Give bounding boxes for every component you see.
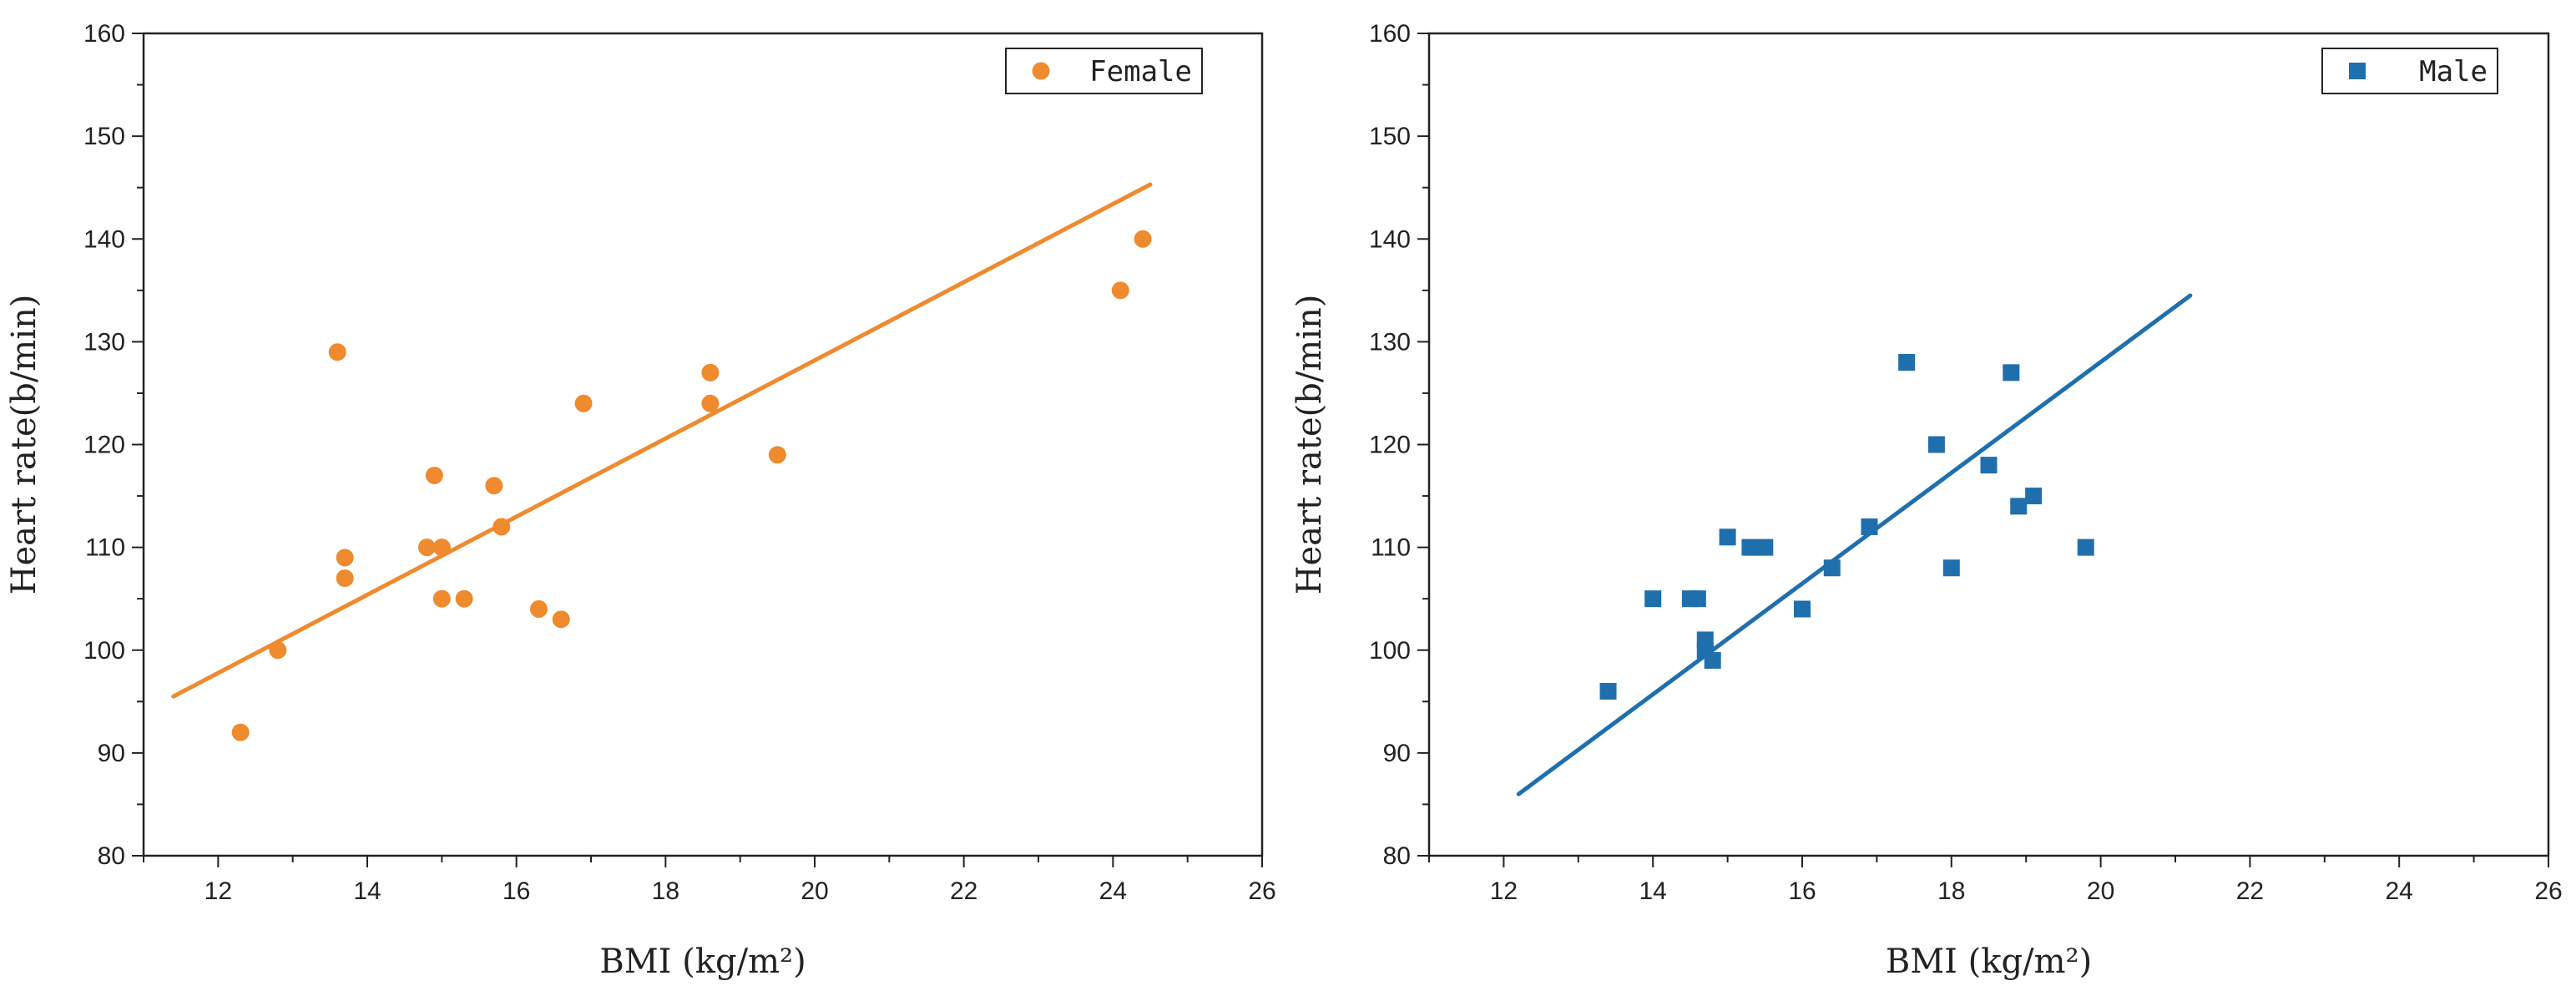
y-tick-label: 80 bbox=[1383, 842, 1411, 870]
data-point bbox=[425, 466, 443, 484]
data-point bbox=[701, 363, 720, 382]
data-point bbox=[492, 518, 511, 536]
data-point bbox=[1704, 652, 1721, 670]
y-tick-label: 160 bbox=[1369, 20, 1411, 48]
data-point bbox=[231, 723, 250, 741]
x-tick-label: 22 bbox=[950, 877, 977, 905]
data-point bbox=[529, 600, 548, 618]
chart-male: 12 14 16 18 20 22 24 26 80 90 100 110 120 130 140 150 16… bbox=[1291, 20, 2563, 981]
data-point bbox=[336, 549, 354, 567]
y-tick-label: 90 bbox=[1383, 740, 1411, 767]
data-point bbox=[1111, 281, 1129, 300]
data-point bbox=[552, 610, 570, 629]
x-tick-label: 14 bbox=[1639, 877, 1667, 905]
x-tick-label: 24 bbox=[2386, 877, 2413, 905]
x-axis-title: BMI (kg/m²) bbox=[1886, 943, 2092, 981]
y-tick-label: 100 bbox=[1369, 637, 1411, 665]
x-tick-label: 22 bbox=[2236, 877, 2264, 905]
y-tick-label: 140 bbox=[1369, 225, 1411, 253]
data-point bbox=[1134, 230, 1152, 248]
data-point bbox=[2025, 488, 2043, 505]
data-point bbox=[1689, 590, 1706, 608]
data-point bbox=[1719, 528, 1736, 546]
y-axis-title: Heart rate(b/min) bbox=[1291, 295, 1329, 595]
legend: Male bbox=[2321, 48, 2498, 94]
y-tick-label: 140 bbox=[83, 225, 125, 253]
regression-line bbox=[1516, 293, 2193, 796]
y-axis-title: Heart rate(b/min) bbox=[5, 295, 43, 595]
data-point bbox=[1942, 559, 1960, 577]
data-point bbox=[432, 589, 451, 608]
x-tick-label: 26 bbox=[2534, 877, 2562, 905]
data-point bbox=[485, 477, 503, 495]
x-tick-label: 12 bbox=[205, 877, 232, 905]
legend: Female bbox=[1005, 48, 1203, 94]
data-point bbox=[1756, 538, 1774, 556]
data-point bbox=[574, 394, 593, 412]
y-tick-label: 90 bbox=[98, 740, 125, 767]
data-point bbox=[1599, 683, 1617, 700]
x-tick-label: 18 bbox=[1937, 877, 1965, 905]
data-point bbox=[768, 446, 786, 464]
data-point bbox=[1794, 600, 1811, 618]
data-point bbox=[1644, 590, 1662, 608]
y-tick-label: 110 bbox=[85, 534, 125, 562]
y-tick-label: 150 bbox=[83, 123, 125, 150]
x-tick-label: 16 bbox=[503, 877, 530, 905]
x-tick-label: 24 bbox=[1099, 877, 1127, 905]
data-point bbox=[336, 569, 354, 588]
y-tick-label: 130 bbox=[1369, 328, 1411, 356]
chart-female: 12 14 16 18 20 22 24 26 80 90 100 110 120 130 140 150 16… bbox=[5, 20, 1276, 981]
data-point bbox=[455, 589, 473, 608]
data-point bbox=[701, 394, 720, 412]
data-point bbox=[2077, 538, 2094, 556]
y-tick-label: 110 bbox=[1371, 534, 1411, 562]
legend-label: Female bbox=[1089, 55, 1192, 88]
data-point bbox=[417, 538, 436, 557]
data-point bbox=[1823, 559, 1841, 577]
x-tick-label: 20 bbox=[2087, 877, 2114, 905]
y-tick-label: 160 bbox=[83, 20, 125, 48]
regression-line bbox=[171, 182, 1153, 699]
data-point bbox=[1980, 457, 1998, 474]
data-point bbox=[2010, 498, 2028, 515]
x-tick-label: 12 bbox=[1490, 877, 1518, 905]
x-tick-label: 20 bbox=[801, 877, 828, 905]
x-tick-label: 26 bbox=[1248, 877, 1275, 905]
y-tick-label: 130 bbox=[83, 328, 125, 356]
data-point bbox=[1861, 518, 1878, 535]
x-tick-label: 16 bbox=[1788, 877, 1816, 905]
data-point bbox=[1898, 354, 1916, 371]
data-point bbox=[269, 641, 287, 660]
y-tick-label: 100 bbox=[83, 637, 125, 665]
x-axis-title: BMI (kg/m²) bbox=[599, 943, 806, 981]
data-point bbox=[1927, 436, 1945, 453]
legend-label: Male bbox=[2419, 55, 2488, 88]
data-point bbox=[328, 343, 346, 361]
data-point bbox=[2003, 364, 2020, 382]
legend-marker bbox=[1032, 62, 1050, 80]
y-tick-label: 120 bbox=[1369, 432, 1411, 459]
legend-marker bbox=[2349, 63, 2366, 79]
data-point bbox=[1741, 538, 1759, 556]
y-tick-label: 80 bbox=[98, 842, 125, 870]
y-tick-label: 120 bbox=[83, 432, 125, 459]
x-tick-label: 18 bbox=[652, 877, 679, 905]
y-tick-label: 150 bbox=[1369, 123, 1411, 150]
x-tick-label: 14 bbox=[353, 877, 381, 905]
data-point bbox=[432, 538, 451, 557]
plot-frame bbox=[142, 32, 1264, 857]
